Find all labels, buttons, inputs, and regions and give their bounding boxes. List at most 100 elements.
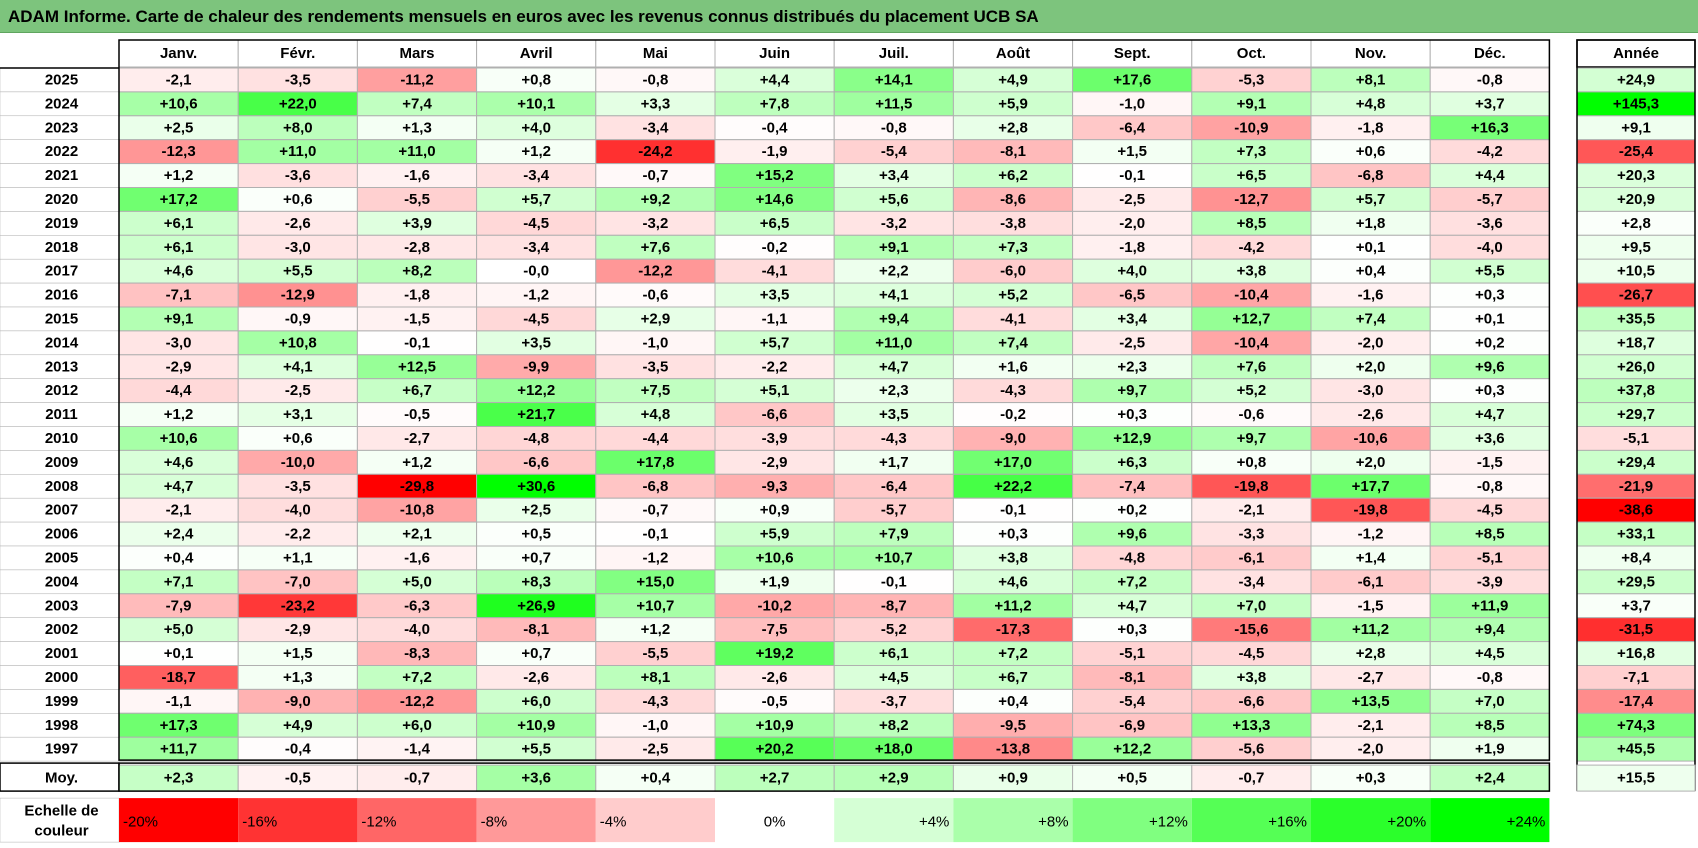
annual-value: -38,6: [1619, 502, 1653, 519]
cell-value: -1,5: [404, 310, 430, 327]
cell-value: +1,7: [879, 454, 909, 471]
cell-value: -3,2: [642, 215, 668, 232]
cell-value: +7,3: [998, 239, 1028, 256]
cell-value: -8,1: [1119, 669, 1145, 686]
annual-value: -25,4: [1619, 143, 1654, 160]
cell-value: +4,9: [998, 71, 1028, 88]
month-header: Sept.: [1114, 45, 1151, 62]
cell-value: -4,3: [642, 693, 668, 710]
cell-value: -4,5: [523, 215, 549, 232]
cell-value: -4,8: [523, 430, 549, 447]
cell-value: +7,4: [998, 334, 1028, 351]
cell-value: -19,8: [1353, 502, 1387, 519]
cell-value: +8,1: [1356, 71, 1386, 88]
year-label: 2020: [45, 191, 78, 208]
cell-value: -3,4: [523, 167, 550, 184]
cell-value: -4,5: [523, 310, 549, 327]
cell-value: +30,6: [517, 478, 555, 495]
annual-value: +20,9: [1617, 191, 1655, 208]
cell-value: -18,7: [161, 669, 195, 686]
cell-value: -4,3: [881, 430, 907, 447]
cell-value: -7,0: [285, 573, 311, 590]
cell-value: -8,3: [404, 645, 430, 662]
cell-value: -1,8: [404, 287, 430, 304]
cell-value: +8,5: [1237, 215, 1267, 232]
cell-value: -2,0: [1358, 741, 1384, 758]
cell-value: +1,8: [1356, 215, 1386, 232]
annual-value: -5,1: [1623, 430, 1649, 447]
cell-value: +15,0: [636, 573, 674, 590]
average-cell: [1072, 764, 1193, 792]
cell-value: +17,7: [1352, 478, 1390, 495]
cell-value: +17,2: [160, 191, 198, 208]
cell-value: +0,8: [1237, 454, 1267, 471]
cell-value: +5,9: [998, 95, 1028, 112]
cell-value: -12,9: [281, 287, 315, 304]
cell-value: +10,1: [517, 95, 555, 112]
cell-value: -7,5: [762, 621, 788, 638]
scale-swatch: [834, 798, 954, 843]
cell-value: -12,2: [400, 693, 434, 710]
annual-value: +29,4: [1617, 454, 1656, 471]
cell-value: -5,1: [1477, 549, 1503, 566]
cell-value: +0,1: [1475, 310, 1505, 327]
cell-value: +6,5: [760, 215, 790, 232]
cell-value: +12,5: [398, 358, 436, 375]
cell-value: -5,4: [881, 143, 908, 160]
cell-value: +0,9: [760, 502, 790, 519]
year-label: 2009: [45, 454, 78, 471]
cell-value: -10,2: [757, 597, 791, 614]
cell-value: -0,6: [642, 287, 668, 304]
cell-value: +10,7: [875, 549, 913, 566]
cell-value: -0,6: [1238, 406, 1264, 423]
cell-value: -2,8: [404, 239, 430, 256]
cell-value: -0,4: [285, 741, 312, 758]
cell-value: +5,0: [164, 621, 194, 638]
cell-value: -3,4: [523, 239, 550, 256]
cell-value: +7,4: [402, 95, 432, 112]
cell-value: +8,2: [402, 263, 432, 280]
cell-value: -0,2: [762, 239, 788, 256]
average-cell: [595, 764, 716, 792]
cell-value: +2,0: [1356, 454, 1386, 471]
year-label: 2006: [45, 526, 78, 543]
average-value: +2,4: [1475, 770, 1505, 787]
cell-value: -15,6: [1234, 621, 1268, 638]
cell-value: -2,6: [285, 215, 311, 232]
cell-value: +17,6: [1113, 71, 1151, 88]
month-header-cell: [833, 39, 954, 68]
average-value: -0,5: [285, 770, 311, 787]
cell-value: +10,6: [160, 430, 198, 447]
cell-value: +15,2: [756, 167, 794, 184]
cell-value: +11,0: [398, 143, 435, 160]
cell-value: +18,0: [875, 741, 913, 758]
year-label: 2003: [45, 597, 78, 614]
average-value: -0,7: [1238, 770, 1264, 787]
scale-swatch: [476, 798, 596, 843]
cell-value: +13,3: [1232, 717, 1270, 734]
cell-value: +2,5: [521, 502, 551, 519]
cell-value: +12,9: [1113, 430, 1151, 447]
cell-value: -13,8: [996, 741, 1030, 758]
cell-value: +6,7: [402, 382, 432, 399]
cell-value: +5,5: [1475, 263, 1505, 280]
cell-value: -2,1: [1238, 502, 1264, 519]
cell-value: +8,0: [283, 119, 313, 136]
cell-value: +0,1: [1356, 239, 1386, 256]
cell-value: -6,9: [1119, 717, 1145, 734]
cell-value: -5,5: [642, 645, 668, 662]
cell-value: +5,0: [402, 573, 432, 590]
cell-value: +6,1: [879, 645, 909, 662]
cell-value: -1,6: [1358, 287, 1384, 304]
annual-value: +29,7: [1617, 406, 1655, 423]
cell-value: +9,1: [164, 310, 194, 327]
cell-value: +0,3: [1117, 621, 1147, 638]
scale-swatch: [119, 798, 239, 843]
cell-value: +14,1: [875, 71, 913, 88]
year-label: 2013: [45, 358, 78, 375]
cell-value: -0,1: [1119, 167, 1145, 184]
cell-value: +4,1: [283, 358, 313, 375]
cell-value: +3,4: [879, 167, 909, 184]
cell-value: +0,4: [998, 693, 1028, 710]
cell-value: +9,7: [1237, 430, 1267, 447]
